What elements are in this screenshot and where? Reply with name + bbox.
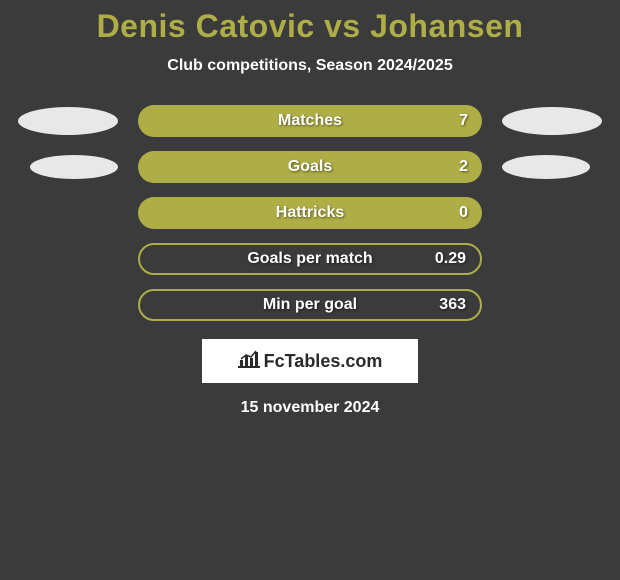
player-left-oval <box>18 107 118 135</box>
player-left-oval <box>30 155 118 179</box>
stat-row: Min per goal 363 <box>0 289 620 321</box>
page-title: Denis Catovic vs Johansen <box>0 8 620 45</box>
stat-value: 0.29 <box>435 250 466 268</box>
stats-list: Matches 7 Goals 2 Hattricks 0 Goals per match 0… <box>0 105 620 321</box>
stat-bar: Matches 7 <box>138 105 482 137</box>
date-label: 15 november 2024 <box>0 399 620 417</box>
stat-value: 363 <box>439 296 466 314</box>
stat-row: Goals 2 <box>0 151 620 183</box>
stat-bar: Goals per match 0.29 <box>138 243 482 275</box>
stat-label: Goals <box>288 158 332 176</box>
player-right-oval <box>502 155 590 179</box>
stat-value: 7 <box>459 112 468 130</box>
stat-bar: Min per goal 363 <box>138 289 482 321</box>
stat-label: Matches <box>278 112 342 130</box>
stat-label: Goals per match <box>247 250 372 268</box>
brand-logo[interactable]: FcTables.com <box>202 339 418 383</box>
logo-text: FcTables.com <box>238 350 383 373</box>
stat-label: Min per goal <box>263 296 357 314</box>
stat-row: Matches 7 <box>0 105 620 137</box>
stat-label: Hattricks <box>276 204 344 222</box>
subtitle: Club competitions, Season 2024/2025 <box>0 57 620 75</box>
stat-row: Hattricks 0 <box>0 197 620 229</box>
logo-label: FcTables.com <box>264 351 383 372</box>
stat-bar: Hattricks 0 <box>138 197 482 229</box>
stat-row: Goals per match 0.29 <box>0 243 620 275</box>
comparison-widget: Denis Catovic vs Johansen Club competiti… <box>0 0 620 417</box>
stat-bar: Goals 2 <box>138 151 482 183</box>
chart-icon <box>238 350 260 373</box>
player-right-oval <box>502 107 602 135</box>
stat-value: 0 <box>459 204 468 222</box>
stat-value: 2 <box>459 158 468 176</box>
